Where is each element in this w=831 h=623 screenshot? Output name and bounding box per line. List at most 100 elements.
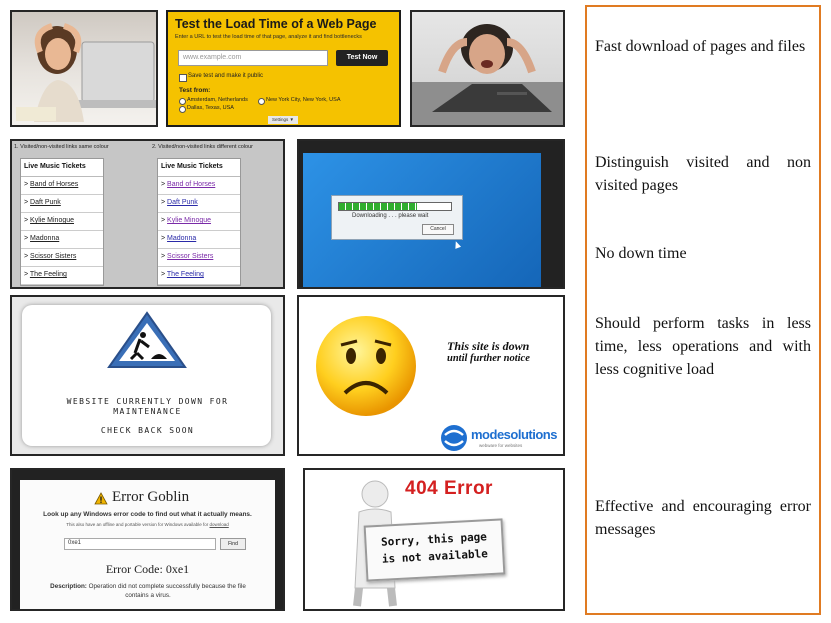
save-test-label: Save test and make it public	[188, 73, 264, 79]
site-down-page: This site is down until further notice m…	[297, 295, 565, 456]
caption-same-colour: 1. Visited/non-visited links same colour	[14, 144, 109, 150]
error-code-heading: Error Code: 0xe1	[105, 562, 190, 576]
location-radio-dallas[interactable]	[179, 106, 186, 113]
modesolutions-logo-icon	[441, 425, 467, 451]
stressed-woman-photo	[10, 10, 158, 127]
note-error-messages: Effective and encouraging error messages	[595, 498, 811, 538]
links-table-row: > Madonna	[21, 231, 103, 249]
ticket-link[interactable]: Band of Horses	[167, 181, 216, 188]
find-button[interactable]: Find	[220, 538, 246, 550]
error-goblin-subtitle: Look up any Windows error code to find o…	[43, 511, 252, 518]
url-input-placeholder: www.example.com	[183, 54, 242, 61]
error-goblin-small-text: This also have an offline and portable v…	[20, 522, 275, 527]
visited-links-demo: 1. Visited/non-visited links same colour…	[10, 139, 285, 289]
row-arrow: >	[161, 253, 168, 260]
location-label-newyork: New York City, New York, USA	[266, 97, 341, 103]
row-arrow: >	[161, 235, 168, 242]
location-radio-amsterdam[interactable]	[179, 98, 186, 105]
note-efficient-tasks: Should perform tasks in less time, less …	[595, 315, 811, 378]
description-text: Operation did not complete successfully …	[88, 583, 246, 599]
ticket-link[interactable]: Daft Punk	[167, 199, 198, 206]
links-table-row: > Kylie Minogue	[158, 213, 240, 231]
row-arrow: >	[161, 181, 168, 188]
warning-icon	[94, 492, 108, 505]
error-404-page: 404 Error Sorry, this page is not availa…	[303, 468, 565, 611]
links-table-row: > Scissor Sisters	[21, 249, 103, 267]
load-time-tester-panel: Test the Load Time of a Web Page Enter a…	[166, 10, 401, 127]
ticket-link[interactable]: Scissor Sisters	[30, 253, 77, 260]
error-description: Description: Operation did not complete …	[48, 582, 248, 600]
error-goblin-card: Error Goblin Look up any Windows error c…	[20, 480, 275, 609]
links-table-same: Live Music Tickets > Band of Horses > Daft…	[20, 158, 104, 286]
ticket-link[interactable]: The Feeling	[166, 271, 204, 278]
note-fast-download: Fast download of pages and files	[595, 38, 806, 55]
ticket-link[interactable]: The Feeling	[29, 271, 67, 278]
modesolutions-tagline: webware for websites	[479, 443, 523, 448]
links-table-different: Live Music Tickets > Band of Horses > Daft…	[157, 158, 241, 286]
save-test-checkbox[interactable]	[179, 74, 187, 82]
maintenance-line-2: MAINTENANCE	[113, 407, 182, 416]
modesolutions-brand: modesolutions	[471, 427, 557, 442]
links-table-header: Live Music Tickets	[21, 159, 103, 177]
load-time-subtitle: Enter a URL to test the load time of tha…	[175, 34, 362, 40]
download-link[interactable]: download	[209, 522, 229, 527]
ticket-link[interactable]: Kylie Minogue	[30, 217, 75, 224]
note-visited-links: Distinguish visited and non visited page…	[595, 154, 811, 194]
site-down-message-1: This site is down	[447, 339, 530, 353]
stressed-woman-illustration	[16, 23, 156, 122]
row-arrow: >	[24, 271, 30, 278]
ticket-link[interactable]: Kylie Minogue	[167, 217, 212, 224]
error-code-input[interactable]: 0xe1	[64, 538, 216, 550]
row-arrow: >	[161, 217, 168, 224]
links-table-row: > The Feeling	[158, 267, 240, 285]
row-arrow: >	[161, 199, 168, 206]
site-down-message-2: until further notice	[447, 353, 530, 364]
ticket-link[interactable]: Scissor Sisters	[167, 253, 214, 260]
links-table-row: > Daft Punk	[21, 195, 103, 213]
url-input[interactable]: www.example.com	[178, 50, 328, 66]
links-table-row: > Band of Horses	[21, 177, 103, 195]
links-table-header: Live Music Tickets	[158, 159, 240, 177]
ticket-link[interactable]: Madonna	[167, 235, 197, 242]
row-arrow: >	[24, 199, 31, 206]
download-screen-photo: Downloading . . . please wait Cancel	[297, 139, 565, 289]
row-arrow: >	[24, 181, 31, 188]
download-dialog: Downloading . . . please wait Cancel	[331, 195, 463, 240]
caption-different-colour: 2. Visited/non-visited links different c…	[152, 144, 253, 150]
row-arrow: >	[161, 271, 167, 278]
error-goblin-small-text-body: This also have an offline and portable v…	[66, 522, 209, 527]
location-label-amsterdam: Amsterdam, Netherlands	[187, 97, 248, 103]
ticket-link[interactable]: Madonna	[30, 235, 60, 242]
links-table-row: > Scissor Sisters	[158, 249, 240, 267]
maintenance-page: WEBSITE CURRENTLY DOWN FOR MAINTENANCE C…	[10, 295, 285, 456]
links-table-row: > Band of Horses	[158, 177, 240, 195]
row-arrow: >	[24, 235, 31, 242]
frustrated-man-photo	[410, 10, 565, 127]
sad-face-icon	[316, 316, 416, 416]
download-progress-bar	[338, 202, 452, 211]
frustrated-man-illustration	[412, 24, 563, 125]
settings-toggle[interactable]: Settings ▼	[268, 116, 298, 124]
error-goblin-title: Error Goblin	[112, 489, 190, 505]
usability-notes-panel: Fast download of pages and files Disting…	[585, 5, 821, 615]
location-label-dallas: Dallas, Texas, USA	[187, 105, 234, 111]
maintenance-line-1: WEBSITE CURRENTLY DOWN FOR	[66, 397, 229, 406]
links-table-row: > Madonna	[158, 231, 240, 249]
ticket-link[interactable]: Daft Punk	[30, 199, 61, 206]
construction-sign-icon	[107, 311, 187, 368]
ticket-link[interactable]: Band of Horses	[30, 181, 79, 188]
maintenance-line-3: CHECK BACK SOON	[100, 426, 195, 435]
row-arrow: >	[24, 217, 31, 224]
load-time-title: Test the Load Time of a Web Page	[175, 17, 377, 31]
note-no-downtime: No down time	[595, 245, 687, 262]
download-message: Downloading . . . please wait	[352, 213, 429, 219]
cancel-download-button[interactable]: Cancel	[422, 224, 454, 235]
links-table-row: > Kylie Minogue	[21, 213, 103, 231]
location-radio-newyork[interactable]	[258, 98, 265, 105]
test-now-button[interactable]: Test Now	[336, 50, 388, 66]
error-goblin-page: Error Goblin Look up any Windows error c…	[10, 468, 285, 611]
links-table-row: > Daft Punk	[158, 195, 240, 213]
links-table-row: > The Feeling	[21, 267, 103, 285]
sorry-sign-line-2: is not available	[381, 547, 489, 566]
row-arrow: >	[24, 253, 31, 260]
